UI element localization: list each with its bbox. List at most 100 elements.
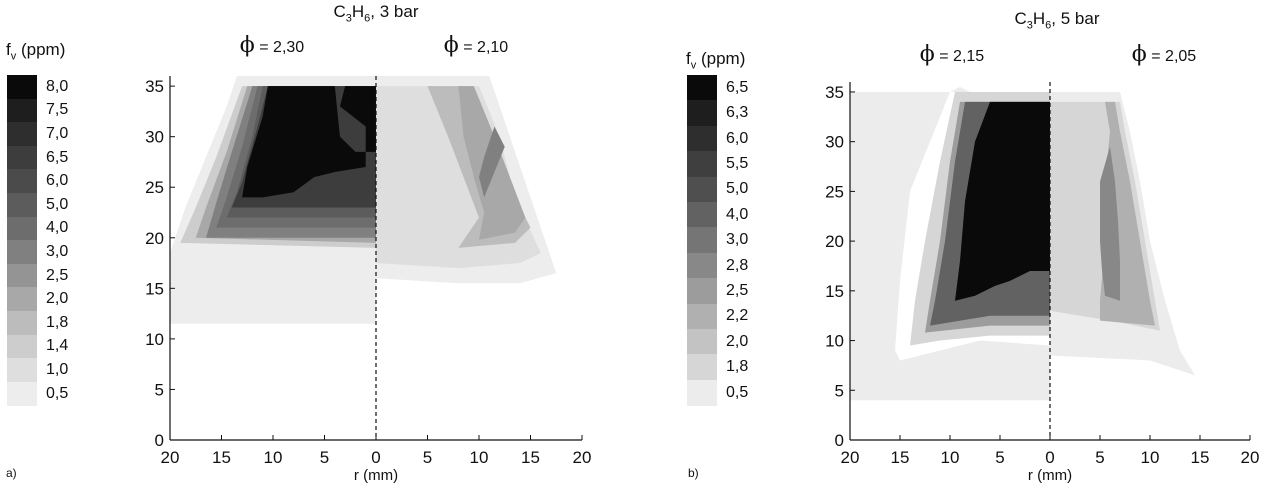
legend-level-label: 4,0	[726, 205, 749, 223]
legend-level-label: 4,0	[46, 219, 69, 237]
phi-symbol-icon: ϕ	[919, 42, 935, 67]
legend-swatch	[7, 145, 37, 170]
contour-region-left	[242, 86, 376, 198]
legend-level-label: 3,0	[726, 231, 749, 249]
x-tick-label: 10	[941, 448, 960, 467]
x-tick-label: 15	[521, 448, 540, 467]
legend-swatch	[687, 227, 717, 254]
legend-swatch	[7, 122, 37, 147]
chart-title: C3H6, 3 bar	[333, 2, 419, 25]
legend-swatch	[7, 358, 37, 383]
legend-level-label: 6,0	[46, 172, 69, 190]
legend-swatch	[7, 240, 37, 265]
legend-swatch	[687, 303, 717, 330]
legend-level-label: 3,0	[46, 243, 69, 260]
legend-swatch	[7, 193, 37, 218]
x-tick-label: 20	[1241, 448, 1260, 467]
legend-level-label: 1,8	[46, 313, 69, 331]
y-tick-label: 20	[145, 229, 164, 248]
x-tick-label: 20	[573, 448, 592, 467]
legend-level-label: 2,5	[726, 281, 749, 299]
legend-swatch	[7, 287, 37, 312]
x-tick-label: 20	[841, 448, 860, 467]
legend-level-label: 5,5	[726, 154, 749, 172]
legend-swatch	[687, 151, 717, 178]
x-tick-label: 15	[1191, 448, 1210, 467]
y-tick-label: 30	[145, 128, 164, 147]
y-tick-label: 0	[155, 431, 164, 450]
y-tick-label: 20	[825, 232, 844, 251]
legend-level-label: 6,5	[46, 148, 69, 166]
legend-swatch	[687, 100, 717, 127]
contour-region-right	[479, 126, 505, 198]
contour-region-left	[850, 86, 1050, 401]
legend-level-label: 2,5	[46, 266, 69, 284]
legend-level-label: 8,0	[46, 77, 69, 95]
x-tick-label: 5	[423, 448, 432, 467]
chart-title: C3H6, 5 bar	[1014, 9, 1100, 32]
x-tick-label: 10	[470, 448, 489, 467]
legend-swatch	[7, 381, 37, 406]
x-tick-label: 0	[1045, 448, 1054, 467]
y-tick-label: 15	[145, 279, 164, 298]
legend-level-label: 1,4	[46, 337, 69, 355]
y-tick-label: 25	[825, 182, 844, 201]
legend-level-label: 6,5	[726, 78, 749, 96]
contour-region-left	[955, 101, 1050, 301]
legend-swatch	[687, 202, 717, 228]
legend-swatch	[7, 75, 37, 100]
legend-level-label: 0,5	[46, 384, 69, 402]
legend-level-label: 6,3	[726, 104, 749, 122]
legend-swatch	[687, 125, 717, 152]
x-axis-label: r (mm)	[1028, 467, 1072, 484]
phi-right-label: ϕ = 2,05	[1131, 42, 1197, 67]
legend-level-label: 1,8	[726, 358, 749, 376]
panel-tag: a)	[6, 466, 17, 480]
y-tick-label: 35	[825, 83, 844, 102]
phi-symbol-icon: ϕ	[239, 33, 255, 58]
legend-swatch	[7, 311, 37, 336]
panel-tag: b)	[688, 466, 699, 480]
legend-swatch	[7, 334, 37, 359]
legend-swatch	[687, 379, 717, 406]
x-tick-label: 5	[995, 448, 1004, 467]
y-tick-label: 15	[825, 282, 844, 301]
legend-level-label: 2,0	[726, 332, 749, 350]
x-tick-label: 20	[161, 448, 180, 467]
y-tick-label: 35	[145, 77, 164, 96]
phi-symbol-icon: ϕ	[443, 33, 459, 58]
x-tick-label: 5	[320, 448, 329, 467]
y-tick-label: 5	[155, 380, 164, 399]
legend-level-label: 7,0	[46, 125, 69, 142]
legend-level-label: 5,0	[46, 195, 69, 213]
phi-symbol-icon: ϕ	[1131, 42, 1147, 67]
legend-level-label: 0,5	[726, 383, 749, 401]
y-tick-label: 25	[145, 178, 164, 197]
chart-panel-b: fv (ppm) 6,5 6,3 6,0 5,5 5,0 4,0 3,0 2,8 2,5 2,2 2…	[680, 0, 1280, 492]
phi-left-label: ϕ = 2,15	[919, 42, 985, 67]
legend-swatch	[687, 354, 717, 381]
chart-panel-a: fv (ppm) 8,0 7,5 7,0 6,5 6,0 5,0 4,0 3,0 2,5 2,0 1…	[0, 0, 640, 492]
y-tick-label: 0	[835, 431, 844, 450]
legend-level-label: 7,5	[46, 101, 69, 119]
phi-right-label: ϕ = 2,10	[443, 33, 509, 58]
legend-level-label: 1,0	[46, 361, 69, 378]
phi-left-label: ϕ = 2,30	[239, 33, 305, 58]
y-tick-label: 10	[145, 330, 164, 349]
y-tick-label: 30	[825, 133, 844, 152]
x-tick-label: 10	[264, 448, 283, 467]
legend-swatch	[7, 216, 37, 241]
x-tick-label: 0	[371, 448, 380, 467]
x-tick-label: 15	[891, 448, 910, 467]
legend-title: fv (ppm)	[6, 40, 66, 63]
legend-level-label: 2,2	[726, 307, 749, 325]
legend-level-label: 6,0	[726, 129, 749, 147]
legend-swatch	[687, 278, 717, 305]
legend-swatch	[7, 169, 37, 194]
legend-swatch	[687, 252, 717, 279]
legend-swatch	[687, 329, 717, 355]
x-tick-label: 15	[212, 448, 231, 467]
legend-level-label: 2,0	[46, 290, 69, 308]
